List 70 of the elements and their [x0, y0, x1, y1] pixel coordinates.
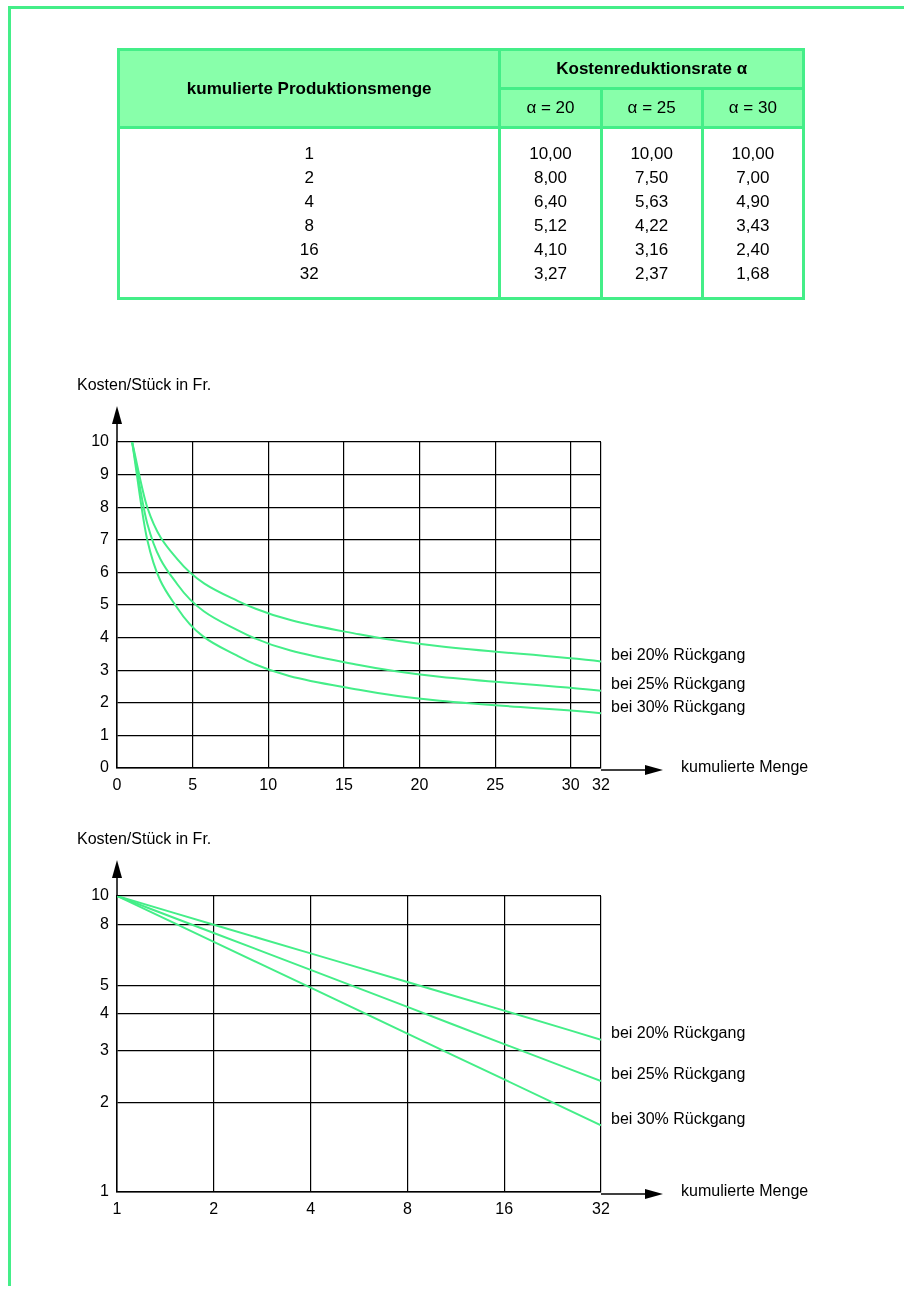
y-tick-label: 9 — [100, 465, 110, 483]
y-tick-label: 8 — [100, 497, 110, 515]
data-label: 10,00 — [499, 127, 602, 166]
y-tick-label: 3 — [100, 660, 110, 678]
category-label: 32 — [118, 262, 500, 299]
x-tick-label: 30 — [561, 776, 580, 794]
x-tick-label: 20 — [410, 776, 429, 794]
data-label: 6,40 — [499, 190, 602, 214]
category-label: 8 — [118, 214, 500, 238]
x-tick-label: 15 — [334, 776, 353, 794]
x-tick-label: 2 — [209, 1200, 219, 1218]
data-label: 4,90 — [702, 190, 804, 214]
y-tick-label: 5 — [100, 975, 110, 993]
y-tick-label: 1 — [100, 1182, 110, 1200]
x-tick-label: 32 — [592, 776, 610, 794]
y-tick-label: 10 — [91, 432, 110, 450]
y-tick-label: 3 — [100, 1041, 110, 1059]
x-tick-label: 5 — [188, 776, 198, 794]
x-tick-label: 8 — [402, 1200, 412, 1218]
series-label: bei 25% Rückgang — [611, 675, 746, 693]
series-label: bei 30% Rückgang — [611, 697, 746, 715]
category-label: 2 — [118, 166, 500, 190]
y-axis-title: Kosten/Stück in Fr. — [77, 830, 212, 848]
x-tick-label: 0 — [112, 776, 122, 794]
x-tick-label: 25 — [486, 776, 505, 794]
y-tick-label: 2 — [100, 1093, 110, 1111]
text: α = 20 — [499, 88, 602, 128]
x-tick-label: 1 — [112, 1200, 122, 1218]
data-label: 5,12 — [499, 214, 602, 238]
x-tick-label: 10 — [259, 776, 278, 794]
series-label: bei 25% Rückgang — [611, 1065, 746, 1083]
data-label: 2,40 — [702, 238, 804, 262]
series-label: bei 20% Rückgang — [611, 645, 746, 663]
data-label: 4,22 — [601, 214, 703, 238]
y-tick-label: 4 — [100, 628, 110, 646]
data-label: 1,68 — [702, 262, 804, 299]
y-tick-label: 0 — [100, 758, 110, 776]
data-label: 4,10 — [499, 238, 602, 262]
data-label: 3,16 — [601, 238, 703, 262]
data-label: 10,00 — [601, 127, 703, 166]
data-label: 10,00 — [702, 127, 804, 166]
text: α = 25 — [601, 88, 703, 128]
x-axis-title: kumulierte Menge — [681, 1182, 809, 1200]
x-tick-label: 4 — [306, 1200, 316, 1218]
x-tick-label: 16 — [495, 1200, 514, 1218]
y-tick-label: 5 — [100, 595, 110, 613]
data-label: 3,27 — [499, 262, 602, 299]
data-label: 7,00 — [702, 166, 804, 190]
category-label: 4 — [118, 190, 500, 214]
y-tick-label: 1 — [100, 725, 110, 743]
y-axis-title: Kosten/Stück in Fr. — [77, 376, 212, 394]
y-tick-label: 4 — [100, 1004, 110, 1022]
x-axis-title: kumulierte Menge — [681, 758, 809, 776]
data-label: 3,43 — [702, 214, 804, 238]
text: Kostenreduktionsrate α — [499, 49, 804, 89]
y-tick-label: 7 — [100, 530, 110, 548]
series-label: bei 30% Rückgang — [611, 1109, 746, 1127]
y-tick-label: 8 — [100, 915, 110, 933]
text: α = 30 — [702, 88, 804, 128]
series-label: bei 20% Rückgang — [611, 1024, 746, 1042]
category-label: 16 — [118, 238, 500, 262]
y-tick-label: 10 — [91, 886, 110, 904]
x-tick-label: 32 — [592, 1200, 610, 1218]
data-label: 5,63 — [601, 190, 703, 214]
data-label: 8,00 — [499, 166, 602, 190]
text: kumulierte Produktionsmenge — [118, 49, 500, 128]
y-tick-label: 2 — [100, 693, 110, 711]
y-tick-label: 6 — [100, 562, 110, 580]
data-label: 2,37 — [601, 262, 703, 299]
data-label: 7,50 — [601, 166, 703, 190]
